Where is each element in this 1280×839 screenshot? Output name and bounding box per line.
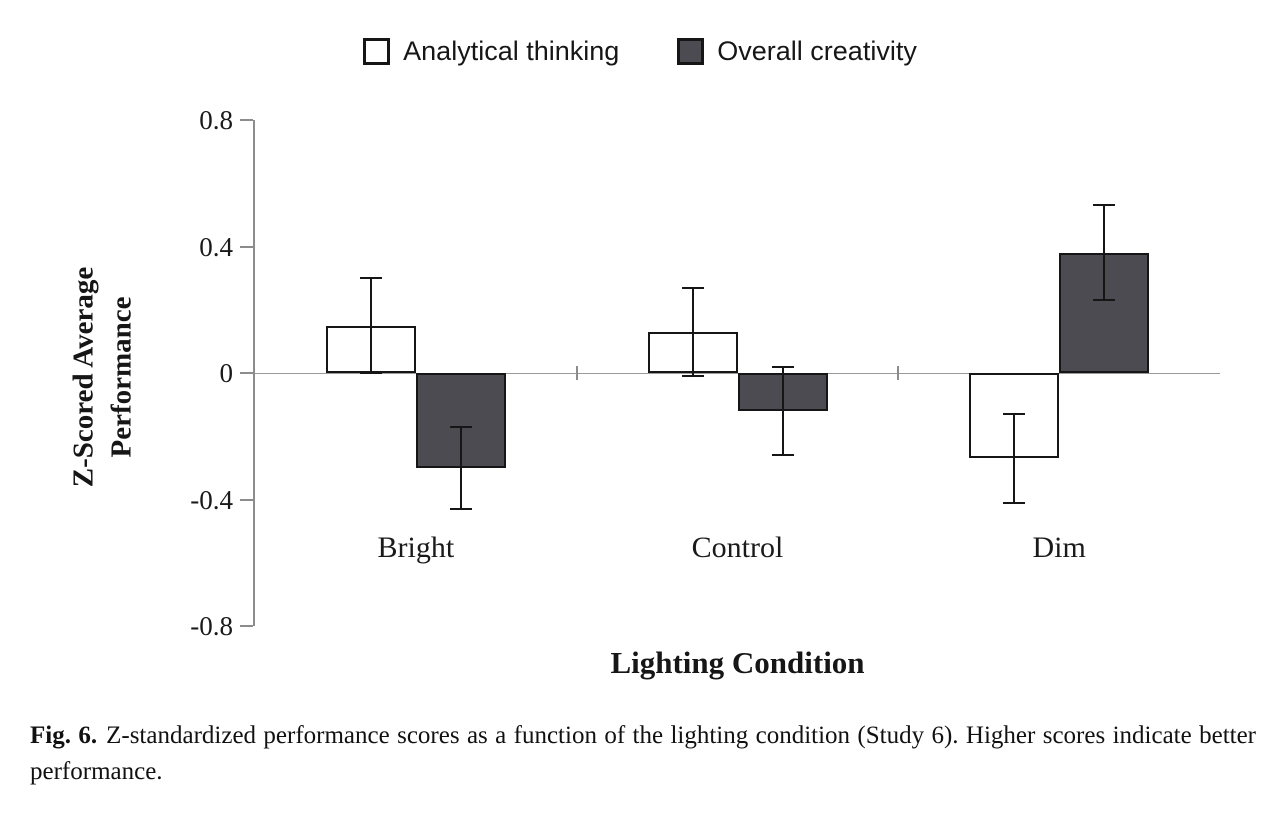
figure-caption: Fig. 6. Z-standardized performance scores… (30, 718, 1256, 789)
error-cap-top (1003, 413, 1026, 416)
error-cap-bottom (359, 372, 382, 374)
error-cap-top (449, 425, 472, 428)
error-bar-dim-analytical (1013, 414, 1016, 503)
legend-swatch-analytical-thinking (363, 38, 391, 65)
x-axis-tick (897, 366, 900, 380)
legend-item-overall-creativity: Overall creativity (677, 36, 917, 67)
y-axis-tick (240, 245, 253, 248)
category-label-dim: Dim (1032, 531, 1086, 564)
error-bar-control-analytical (691, 287, 694, 377)
error-bar-control-creativity (781, 366, 784, 456)
error-bar-bright-creativity (459, 426, 462, 509)
y-axis-title: Z-Scored Average Performance (65, 267, 140, 487)
x-axis-title: Lighting Condition (610, 645, 865, 680)
error-cap-top (681, 286, 704, 289)
chart-legend: Analytical thinking Overall creativity (0, 36, 1280, 67)
y-tick-label: -0.8 (190, 611, 233, 641)
legend-swatch-overall-creativity (677, 38, 705, 65)
category-label-bright: Bright (377, 531, 455, 564)
error-cap-bottom (771, 454, 794, 457)
error-bar-bright-analytical (369, 278, 372, 373)
error-cap-bottom (1003, 501, 1026, 504)
y-tick-label: 0 (219, 358, 234, 388)
error-cap-bottom (1093, 299, 1116, 302)
y-axis-title-line1: Z-Scored Average (67, 266, 100, 488)
y-axis-title-line2: Performance (105, 296, 137, 458)
category-label-control: Control (691, 531, 784, 564)
legend-label-overall-creativity: Overall creativity (717, 36, 917, 66)
error-cap-bottom (449, 507, 472, 510)
error-cap-bottom (681, 375, 704, 378)
error-bar-dim-creativity (1103, 205, 1106, 301)
x-axis-tick (575, 366, 578, 380)
y-axis-line (253, 120, 255, 626)
y-axis-tick (240, 625, 253, 627)
y-axis-tick (240, 498, 253, 501)
caption-fig-label: Fig. 6. (30, 722, 98, 749)
y-tick-label: 0.8 (199, 105, 233, 135)
caption-text: Z-standardized performance scores as a f… (30, 722, 1257, 785)
error-cap-top (771, 365, 794, 368)
y-axis-tick (240, 119, 253, 121)
error-cap-top (1093, 204, 1116, 207)
y-tick-label: 0.4 (199, 231, 233, 262)
plot-area: 0.8 0.4 0 -0.4 -0.8 Bright Control Dim (190, 105, 1220, 641)
y-tick-label: -0.4 (190, 484, 233, 515)
error-cap-top (359, 277, 382, 280)
y-axis-tick (240, 372, 253, 374)
legend-label-analytical-thinking: Analytical thinking (403, 36, 620, 66)
legend-item-analytical-thinking: Analytical thinking (363, 36, 619, 67)
